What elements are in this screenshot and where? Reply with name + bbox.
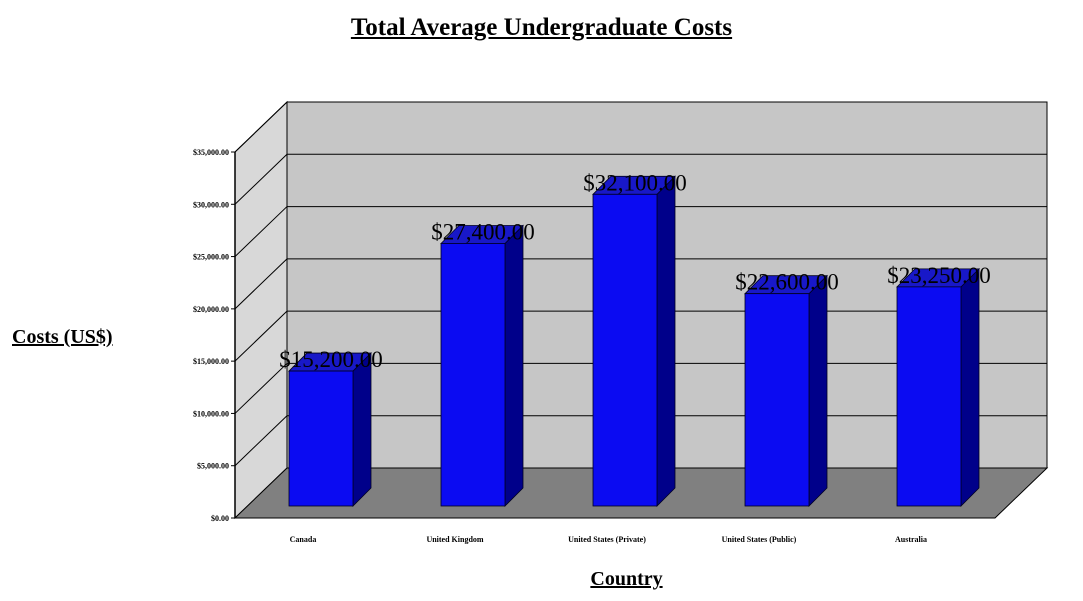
data-label: $22,600.00	[735, 270, 839, 295]
bar-side	[504, 224, 524, 507]
bar-side	[656, 175, 676, 507]
y-tick-label: $20,000.00	[193, 305, 229, 314]
y-tick-label: $0.00	[211, 514, 229, 523]
x-axis-label: Country	[590, 568, 663, 590]
x-tick-label: United Kingdom	[426, 535, 483, 544]
bar	[288, 370, 354, 507]
gridline-diagonal	[234, 415, 288, 467]
y-tick-label: $35,000.00	[193, 148, 229, 157]
y-tick-label: $15,000.00	[193, 357, 229, 366]
x-tick-label: United States (Public)	[722, 535, 797, 544]
y-tick-label: $10,000.00	[193, 409, 229, 418]
chart-title: Total Average Undergraduate Costs	[350, 14, 733, 41]
gridline-diagonal	[234, 363, 288, 414]
bar	[744, 293, 810, 507]
bar	[440, 243, 506, 507]
y-axis-label: Costs (US$)	[12, 326, 113, 348]
y-tick-label: $5,000.00	[197, 462, 229, 471]
bar-side	[808, 274, 828, 507]
gridline-diagonal	[234, 258, 288, 310]
data-label: $27,400.00	[431, 219, 535, 244]
x-tick-label: United States (Private)	[568, 535, 646, 544]
data-label: $23,250.00	[887, 263, 991, 288]
gridline-diagonal	[234, 101, 288, 153]
x-tick-label: Canada	[290, 535, 317, 544]
side-wall	[234, 100, 288, 520]
bar	[896, 286, 962, 507]
y-tick-label: $30,000.00	[193, 200, 229, 209]
bar-side	[352, 352, 372, 507]
bar	[592, 193, 658, 507]
x-tick-label: Australia	[895, 535, 927, 544]
data-label: $15,200.00	[279, 347, 383, 372]
y-tick-label: $25,000.00	[193, 253, 229, 262]
gridline-diagonal	[234, 153, 288, 205]
bar-side	[960, 267, 980, 507]
gridline-diagonal	[234, 310, 288, 362]
data-label: $32,100.00	[583, 170, 687, 195]
gridline-diagonal	[234, 206, 288, 257]
